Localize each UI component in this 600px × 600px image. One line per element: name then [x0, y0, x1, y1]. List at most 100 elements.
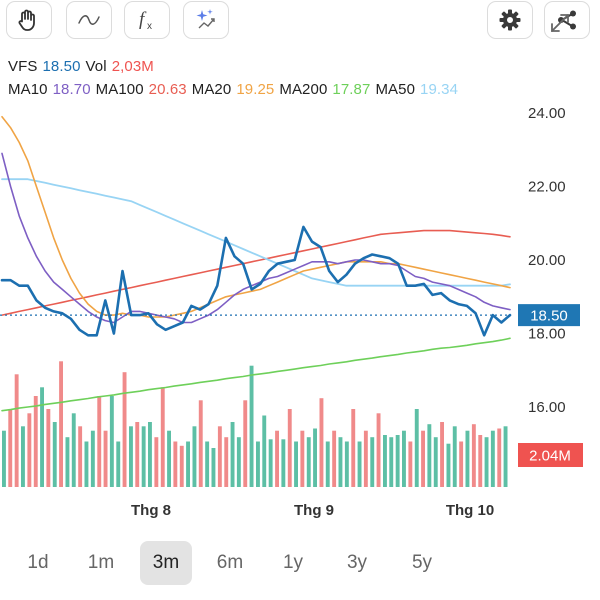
- volume-bar: [268, 439, 273, 487]
- volume-bar: [59, 361, 63, 487]
- volume-bar: [402, 430, 406, 487]
- volume-bar: [129, 426, 133, 487]
- volume-bar: [306, 437, 311, 487]
- ma100-line: [1, 229, 511, 316]
- timeframe-3m[interactable]: 3m: [140, 541, 192, 585]
- volume-bar: [357, 441, 362, 487]
- volume-bar: [2, 430, 6, 487]
- volume-bar: [281, 439, 286, 487]
- volume-bar: [186, 441, 190, 487]
- timeframe-6m[interactable]: 6m: [216, 552, 244, 573]
- volume-bar: [376, 413, 381, 487]
- volume-bar: [459, 441, 464, 487]
- volume-bar: [300, 430, 305, 487]
- gear-icon[interactable]: [487, 1, 533, 39]
- volume-bar: [167, 430, 171, 487]
- volume-bar: [148, 422, 152, 487]
- sparkle-chart-icon[interactable]: [183, 1, 229, 39]
- legend-ma-line: MA10 18.70 MA100 20.63 MA20 19.25 MA200 17.87 MA…: [8, 81, 463, 98]
- volume-bar: [40, 387, 44, 487]
- volume-bar: [46, 409, 51, 487]
- volume-bar: [319, 398, 324, 487]
- legend-ma100-label: MA100: [95, 81, 144, 98]
- volume-bar: [211, 448, 216, 487]
- volume-bar: [141, 426, 146, 487]
- volume-bar: [256, 441, 260, 487]
- volume-bar: [160, 387, 165, 487]
- y-tick-label: 20.00: [528, 252, 566, 269]
- volume-bar: [109, 396, 114, 487]
- legend-vol-label: Vol: [85, 58, 107, 75]
- y-tick-label: 22.00: [528, 179, 566, 196]
- volume-bar: [21, 426, 25, 487]
- share-icon[interactable]: [544, 1, 590, 39]
- price-chart[interactable]: 24.00 22.00 20.00 18.00 16.00 18.50 2.04M Thg 8…: [0, 100, 600, 525]
- volume-bar: [332, 430, 337, 487]
- price-line: [0, 225, 512, 337]
- timeframe-3y[interactable]: 3y: [346, 552, 368, 573]
- volume-bar: [224, 437, 229, 487]
- hand-draw-icon[interactable]: [6, 1, 52, 39]
- volume-bar: [325, 441, 330, 487]
- volume-bar: [33, 396, 38, 487]
- volume-bar: [8, 409, 13, 487]
- price-badge-label: 18.50: [530, 308, 568, 325]
- y-tick-label: 16.00: [528, 399, 566, 416]
- legend-ma20-value: 19.25: [236, 81, 275, 98]
- ma20-line: [1, 115, 511, 318]
- volume-bar: [103, 430, 108, 487]
- timeframe-1y[interactable]: 1y: [282, 552, 304, 573]
- volume-bar: [275, 430, 279, 487]
- volume-bar: [452, 426, 457, 487]
- volume-bar: [135, 422, 140, 487]
- volume-bar: [503, 426, 508, 487]
- legend-ma20-label: MA20: [191, 81, 232, 98]
- volume-bar: [71, 413, 76, 487]
- legend-vol-value: 2,03M: [111, 58, 154, 75]
- volume-badge: [518, 443, 583, 467]
- legend-symbol: VFS: [8, 58, 38, 75]
- legend-ma10-value: 18.70: [52, 81, 91, 98]
- volume-bar: [395, 435, 400, 487]
- x-tick-label: Thg 8: [131, 502, 171, 519]
- price-badge: [518, 304, 580, 327]
- expand-diagonal-icon[interactable]: [540, 8, 580, 38]
- volume-bar: [217, 426, 222, 487]
- volume-bar: [262, 415, 267, 487]
- legend-ma50-label: MA50: [375, 81, 416, 98]
- timeframe-1d[interactable]: 1d: [27, 552, 49, 573]
- volume-bar: [154, 437, 159, 487]
- volume-bar: [287, 409, 292, 487]
- volume-badge-label: 2.04M: [529, 448, 571, 465]
- volume-bar: [14, 374, 19, 487]
- volume-bar: [116, 441, 121, 487]
- timeframe-1m[interactable]: 1m: [87, 552, 115, 573]
- volume-bar: [414, 409, 419, 487]
- volume-bar: [421, 430, 425, 487]
- ma200-line: [1, 337, 511, 412]
- volume-bar: [27, 413, 32, 487]
- legend-ma10-label: MA10: [8, 81, 48, 98]
- volume-bar: [427, 424, 432, 487]
- volume-bar: [478, 435, 483, 487]
- timeframe-5y[interactable]: 5y: [411, 552, 433, 573]
- volume-bar: [84, 441, 89, 487]
- volume-bar: [198, 400, 203, 487]
- volume-bar: [471, 424, 476, 487]
- legend-ma200-label: MA200: [279, 81, 328, 98]
- volume-bar: [313, 428, 317, 487]
- volume-bar: [497, 428, 502, 487]
- svg-text:f: f: [139, 9, 147, 30]
- volume-bar: [446, 443, 451, 487]
- freehand-line-icon[interactable]: [66, 1, 112, 39]
- volume-bar: [205, 441, 210, 487]
- volume-bar: [173, 441, 178, 487]
- volume-bar: [383, 435, 387, 487]
- volume-bar: [484, 437, 489, 487]
- svg-text:x: x: [147, 21, 152, 32]
- volume-bar: [408, 441, 413, 487]
- y-tick-label: 24.00: [528, 105, 566, 122]
- legend-price: 18.50: [42, 58, 81, 75]
- volume-bar: [338, 437, 343, 487]
